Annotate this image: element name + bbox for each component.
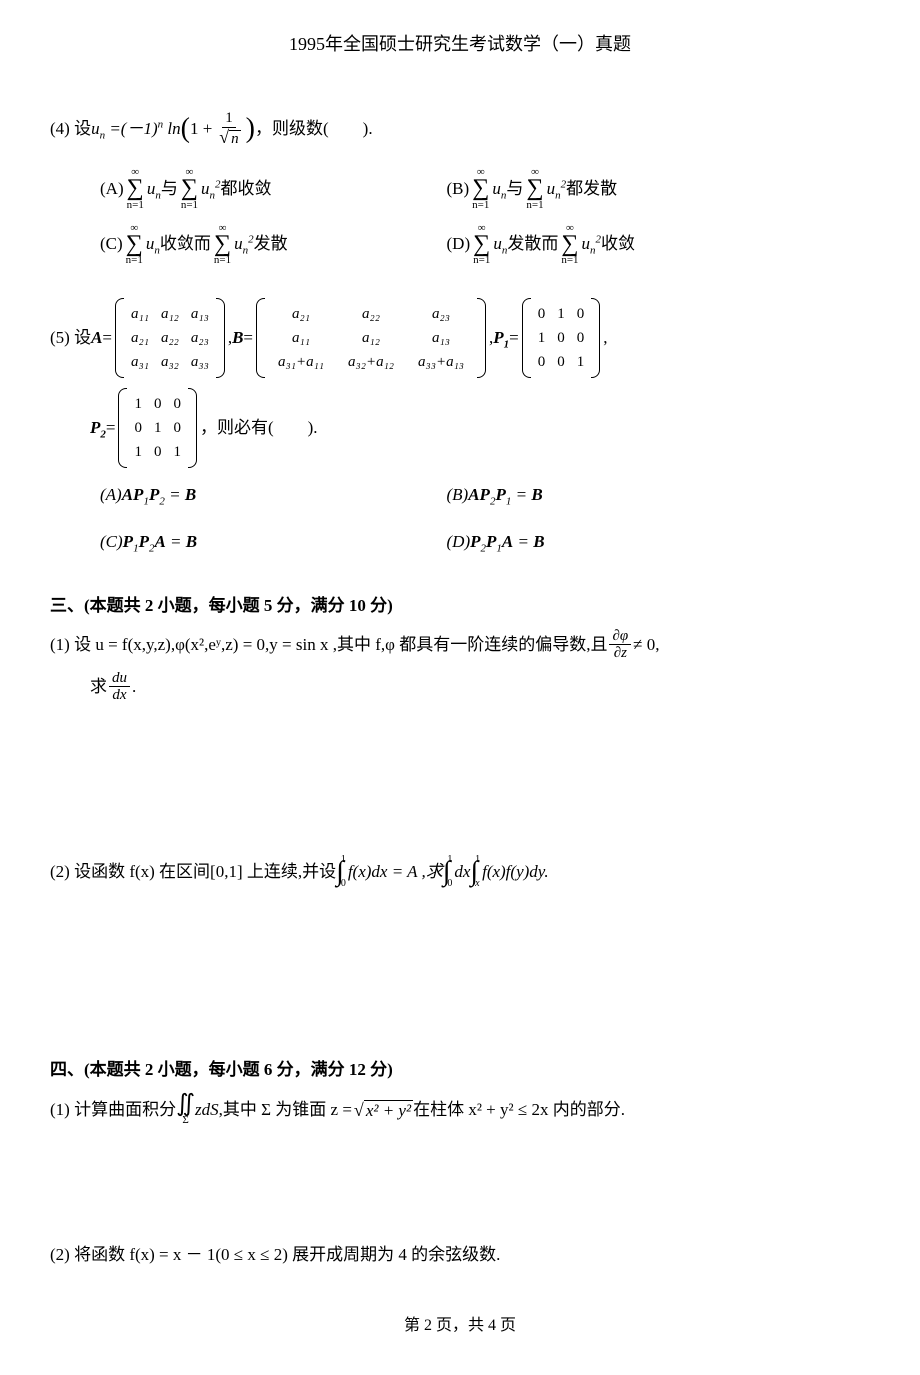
matrix-p2: 100 010 101: [118, 388, 197, 468]
q5-option-c: (C)P1P2A = B: [100, 525, 447, 559]
q5-option-a: (A)AP1P2 = B: [100, 478, 447, 512]
q4-option-c: (C) ∞∑n=1 un 收敛而 ∞∑n=1 un2 发散: [100, 223, 447, 267]
section3-q1: (1) 设 u = f(x,y,z),φ(x²,eʸ,z) = 0,y = si…: [50, 628, 870, 704]
q4-after: ，则级数( ).: [255, 112, 373, 146]
page-footer: 第 2 页，共 4 页: [0, 1311, 920, 1335]
question-4: (4) 设 un =(－1)n ln ( 1 + 1 n ) ，则级数( ). …: [50, 101, 870, 278]
page-header: 1995年全国硕士研究生考试数学（一）真题: [50, 30, 870, 56]
q4-option-d: (D) ∞∑n=1 un 发散而 ∞∑n=1 un2 收敛: [447, 223, 794, 267]
question-5: (5) 设 A = a₁₁a₁₂a₁₃ a₂₁a₂₂a₂₃ a₃₁a₃₂a₃₃ …: [50, 298, 870, 571]
matrix-b: a₂₁a₂₂a₂₃ a₁₁a₁₂a₁₃ a₃₁+a₁₁a₃₂+a₁₂a₃₃+a₁…: [256, 298, 486, 378]
section-3-header: 三、(本题共 2 小题，每小题 5 分，满分 10 分): [50, 591, 870, 616]
q5-option-d: (D)P2P1A = B: [447, 525, 794, 559]
q4-option-b: (B) ∞∑n=1 un 与 ∞∑n=1 un2 都发散: [447, 167, 794, 211]
section4-q1: (1) 计算曲面积分 ∬ Σ zdS ,其中 Σ 为锥面 z = x² + y²…: [50, 1092, 870, 1128]
section-4-header: 四、(本题共 2 小题，每小题 6 分，满分 12 分): [50, 1055, 870, 1080]
q4-label: (4) 设: [50, 112, 91, 146]
section4-q2: (2) 将函数 f(x) = x － 1(0 ≤ x ≤ 2) 展开成周期为 4…: [50, 1238, 870, 1272]
q4-frac: 1 n: [214, 110, 243, 147]
matrix-p1: 010 100 001: [522, 298, 601, 378]
q4-option-a: (A) ∞∑n=1 un 与 ∞∑n=1 un2 都收敛: [100, 167, 447, 211]
q5-option-b: (B)AP2P1 = B: [447, 478, 794, 512]
q4-un: un =(－1)n ln: [91, 112, 181, 146]
matrix-a: a₁₁a₁₂a₁₃ a₂₁a₂₂a₂₃ a₃₁a₃₂a₃₃: [115, 298, 225, 378]
section3-q2: (2) 设函数 f(x) 在区间[0,1] 上连续,并设 ∫ 10 f(x)dx…: [50, 844, 870, 900]
